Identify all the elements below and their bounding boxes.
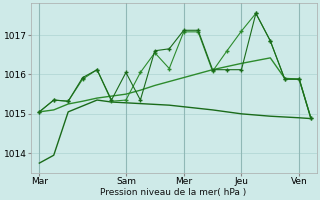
X-axis label: Pression niveau de la mer( hPa ): Pression niveau de la mer( hPa ) <box>100 188 247 197</box>
